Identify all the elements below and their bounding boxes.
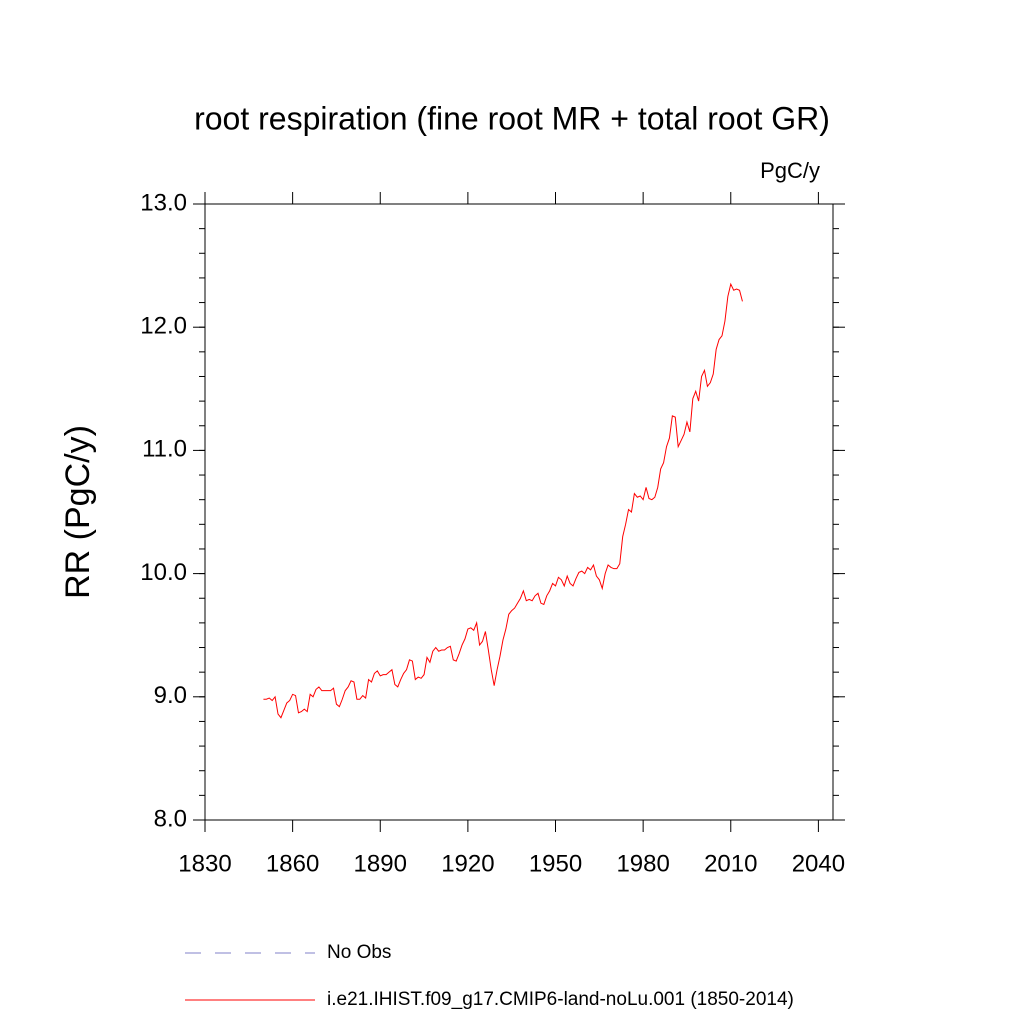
x-tick-label: 1830 — [178, 850, 231, 877]
x-tick-label: 2010 — [704, 850, 757, 877]
y-axis-label: RR (PgC/y) — [59, 425, 97, 599]
chart-title: root respiration (fine root MR + total r… — [194, 100, 830, 136]
legend-label: i.e21.IHIST.f09_g17.CMIP6-land-noLu.001 … — [327, 989, 794, 1010]
x-tick-label: 1920 — [441, 850, 494, 877]
plot-frame — [204, 203, 834, 821]
x-tick-label: 2040 — [792, 850, 845, 877]
y-tick-label: 10.0 — [140, 559, 187, 586]
units-label: PgC/y — [760, 158, 820, 183]
y-tick-label: 12.0 — [140, 313, 187, 340]
y-tick-label: 8.0 — [154, 805, 187, 832]
data-line — [263, 282, 743, 719]
y-tick-label: 13.0 — [140, 189, 187, 216]
y-tick-label: 11.0 — [142, 436, 187, 463]
x-tick-label: 1950 — [529, 850, 582, 877]
legend-label: No Obs — [327, 942, 391, 963]
x-tick-label: 1980 — [616, 850, 669, 877]
y-tick-label: 9.0 — [154, 682, 187, 709]
x-tick-label: 1860 — [266, 850, 319, 877]
x-tick-label: 1890 — [354, 850, 407, 877]
